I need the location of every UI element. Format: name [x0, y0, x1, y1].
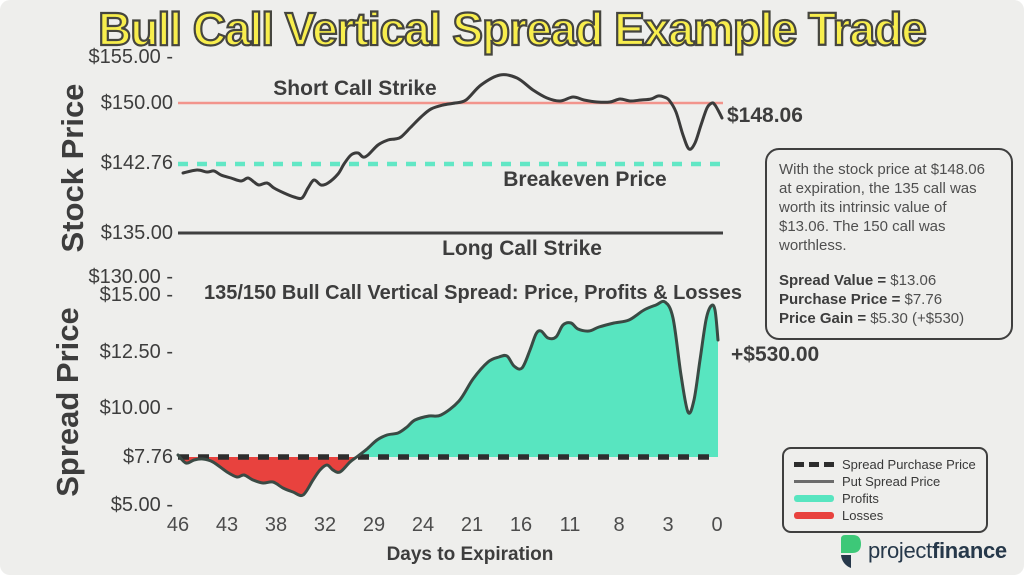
- legend-swatch-red-icon: [794, 512, 834, 519]
- xtick-label: 38: [264, 514, 288, 536]
- legend: Spread Purchase Price Put Spread Price Pro…: [782, 447, 988, 533]
- ytick-label: $12.50 -: [99, 341, 173, 363]
- projectfinance-logo: projectfinance: [836, 534, 1007, 568]
- ytick-label: $142.76: [100, 152, 173, 174]
- ytick-label: $155.00 -: [88, 46, 173, 68]
- long-call-strike-label: Long Call Strike: [442, 237, 602, 260]
- legend-label: Profits: [842, 491, 879, 506]
- logo-suffix: finance: [931, 538, 1007, 563]
- final-gain-label: +$530.00: [731, 343, 820, 366]
- projectfinance-logo-icon: [841, 535, 861, 568]
- ytick-label: $15.00 -: [99, 284, 173, 306]
- xtick-label: 3: [662, 514, 674, 536]
- profits-area: [358, 301, 718, 457]
- losses-area: [178, 455, 358, 496]
- ytick-label: $150.00: [100, 92, 173, 114]
- note-rows: Spread Value = $13.06 Purchase Price = $7…: [779, 271, 999, 328]
- xtick-label: 32: [313, 514, 337, 536]
- legend-swatch-dash-icon: [794, 462, 834, 467]
- spread-price-line: [176, 299, 720, 498]
- xtick-label: 0: [711, 514, 723, 536]
- xtick-label: 29: [362, 514, 386, 536]
- xtick-label: 43: [215, 514, 239, 536]
- note-row: Spread Value = $13.06: [779, 272, 937, 290]
- legend-label: Losses: [842, 508, 884, 523]
- ytick-label: $5.00 -: [110, 494, 173, 516]
- breakeven-price-label: Breakeven Price: [503, 168, 667, 191]
- note-paragraph: With the stock price at $148.06 at expir…: [779, 161, 985, 255]
- legend-item-line: Put Spread Price: [794, 473, 976, 490]
- spread-chart-title: 135/150 Bull Call Vertical Spread: Price…: [203, 282, 743, 304]
- xtick-label: 46: [166, 514, 190, 536]
- xtick-label: 24: [411, 514, 435, 536]
- ytick-label: $10.00 -: [99, 397, 173, 419]
- legend-item-red: Losses: [794, 507, 976, 524]
- xtick-label: 16: [509, 514, 533, 536]
- legend-swatch-teal-icon: [794, 495, 834, 502]
- logo-prefix: project: [868, 538, 932, 563]
- note-box: With the stock price at $148.06 at expir…: [765, 148, 1013, 341]
- xaxis-title: Days to Expiration: [386, 544, 554, 565]
- legend-item-dash: Spread Purchase Price: [794, 456, 976, 473]
- ytick-label: $7.76: [122, 446, 173, 468]
- legend-label: Spread Purchase Price: [842, 457, 976, 472]
- xtick-label: 11: [559, 514, 581, 536]
- xtick-label: 21: [460, 514, 484, 536]
- note-row: Purchase Price = $7.76: [779, 291, 943, 309]
- note-row: Price Gain = $5.30 (+$530): [779, 310, 965, 328]
- page-title: Bull Call Vertical Spread Example Trade: [97, 2, 928, 56]
- ytick-label: $135.00: [100, 222, 173, 244]
- legend-item-teal: Profits: [794, 490, 976, 507]
- stock-price-line: [181, 73, 724, 201]
- short-call-strike-label: Short Call Strike: [273, 77, 437, 100]
- xtick-label: 8: [613, 514, 625, 536]
- ytick-label: $130.00 -: [88, 266, 173, 288]
- final-stock-price-label: $148.06: [727, 104, 803, 127]
- projectfinance-logo-text: projectfinance: [868, 538, 1007, 564]
- legend-label: Put Spread Price: [842, 474, 941, 489]
- legend-swatch-line-icon: [794, 480, 834, 483]
